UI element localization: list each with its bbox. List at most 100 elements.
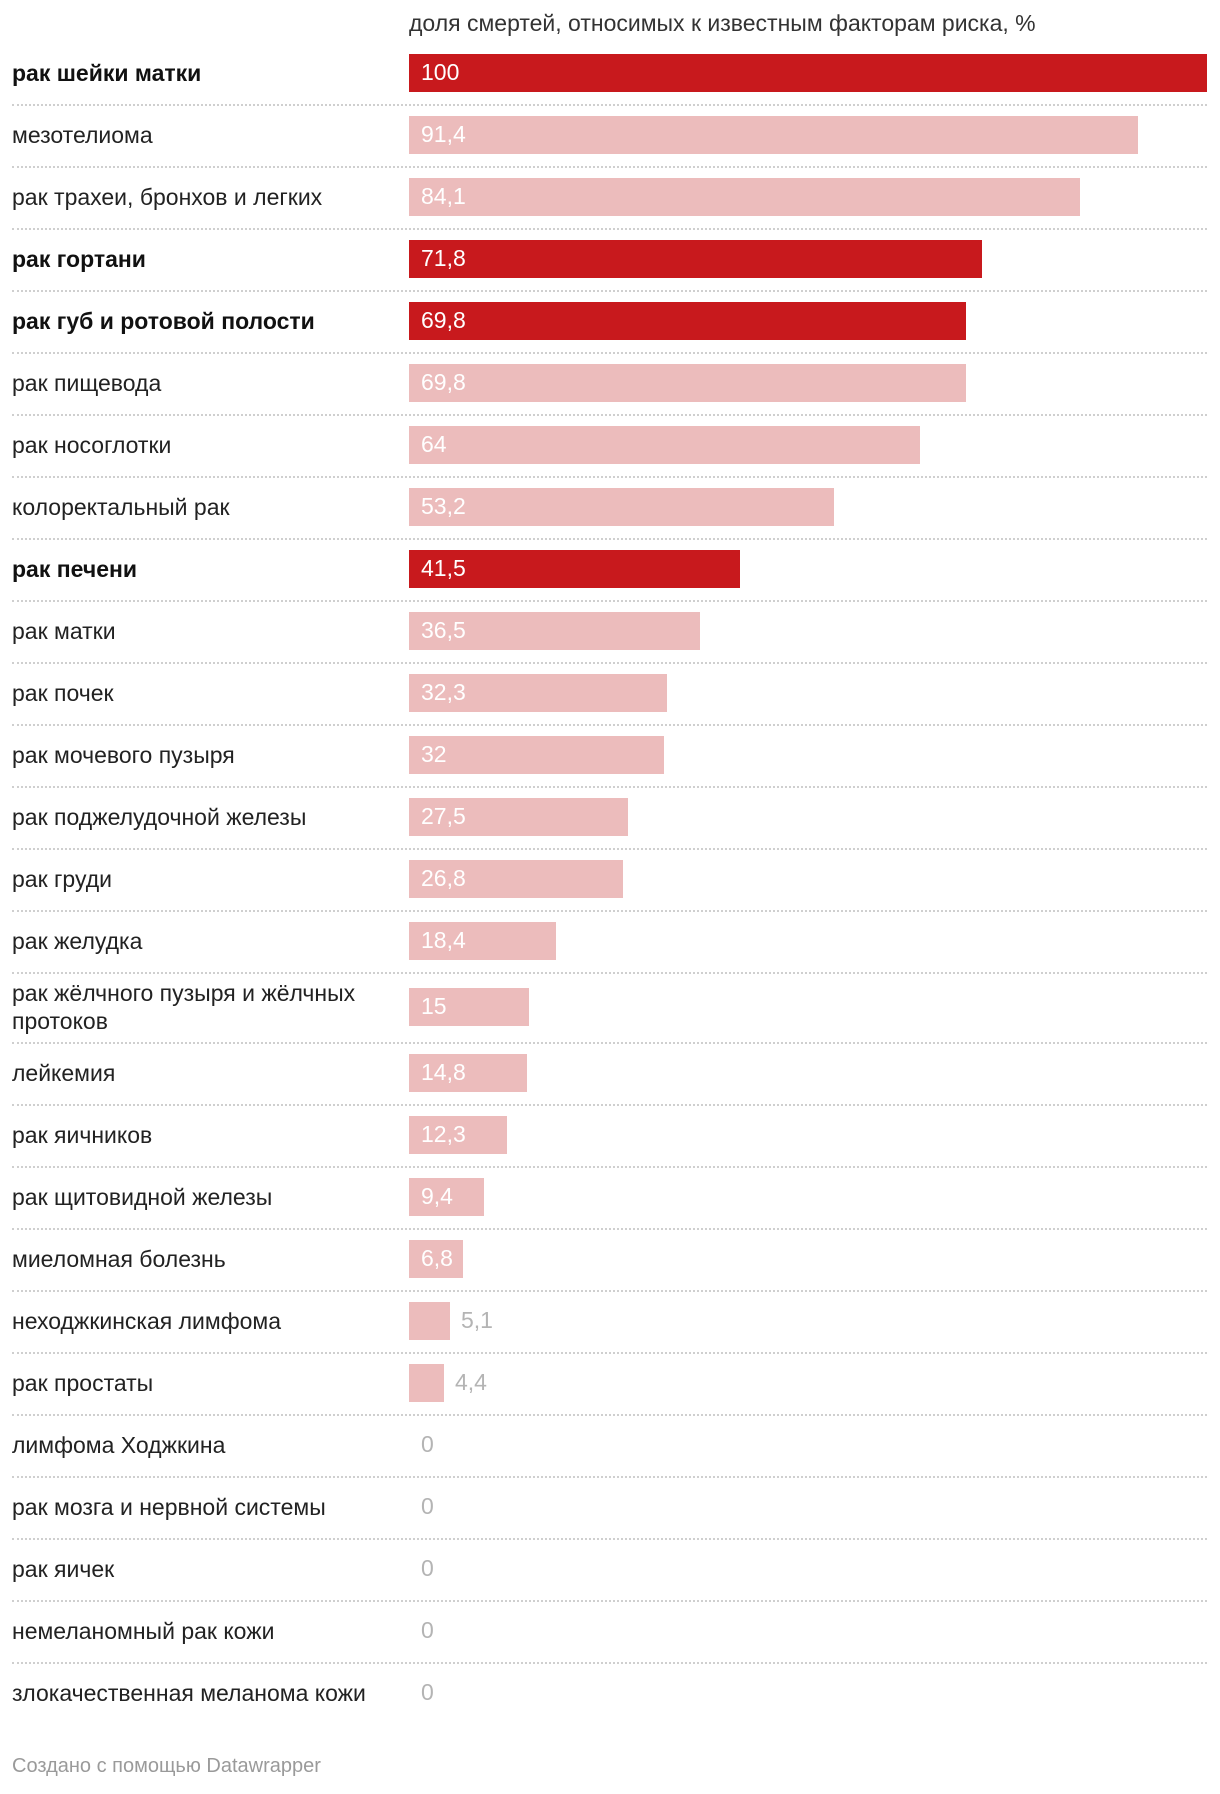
chart-row: рак пищевода 69,8 — [12, 358, 1207, 420]
row-separator — [12, 1414, 1207, 1416]
category-label: злокачественная меланома кожи — [12, 1680, 366, 1706]
bar — [409, 1364, 444, 1402]
value-label: 69,8 — [421, 369, 466, 395]
row-separator — [12, 972, 1207, 974]
category-label: рак пищевода — [12, 370, 162, 396]
bar — [409, 364, 966, 402]
value-label: 18,4 — [421, 927, 466, 953]
value-label: 53,2 — [421, 493, 466, 519]
bar — [409, 798, 628, 836]
row-separator — [12, 352, 1207, 354]
chart-row: рак мочевого пузыря 32 — [12, 730, 1207, 792]
value-label: 5,1 — [461, 1307, 493, 1333]
category-label: рак поджелудочной железы — [12, 804, 307, 830]
category-label: рак груди — [12, 866, 112, 892]
category-label: рак яичек — [12, 1556, 115, 1582]
chart-row: рак жёлчного пузыря и жёлчных протоков 15 — [12, 978, 1207, 1048]
row-separator — [12, 1538, 1207, 1540]
row-separator — [12, 786, 1207, 788]
row-separator — [12, 1228, 1207, 1230]
row-separator — [12, 1104, 1207, 1106]
chart-row: рак носоглотки 64 — [12, 420, 1207, 482]
bar — [409, 1116, 507, 1154]
value-label: 69,8 — [421, 307, 466, 333]
category-label: немеланомный рак кожи — [12, 1618, 275, 1644]
value-label: 0 — [421, 1431, 434, 1457]
row-separator — [12, 1600, 1207, 1602]
value-label: 36,5 — [421, 617, 466, 643]
row-separator — [12, 1290, 1207, 1292]
chart-row: мезотелиома 91,4 — [12, 110, 1207, 172]
chart-row: рак поджелудочной железы 27,5 — [12, 792, 1207, 854]
bar — [409, 1178, 484, 1216]
value-label: 6,8 — [421, 1245, 453, 1271]
bar — [409, 736, 664, 774]
bar — [409, 1302, 450, 1340]
row-separator — [12, 414, 1207, 416]
value-label: 100 — [421, 59, 460, 85]
category-label: рак печени — [12, 556, 138, 582]
chart-row: рак простаты 4,4 — [12, 1358, 1207, 1420]
category-label: неходжкинская лимфома — [12, 1308, 282, 1334]
value-label: 64 — [421, 431, 447, 457]
row-separator — [12, 662, 1207, 664]
row-separator — [12, 910, 1207, 912]
chart-row: немеланомный рак кожи 0 — [12, 1606, 1207, 1668]
category-label: лейкемия — [12, 1060, 116, 1086]
chart-row: рак матки 36,5 — [12, 606, 1207, 668]
chart-row: рак груди 26,8 — [12, 854, 1207, 916]
value-label: 9,4 — [421, 1183, 453, 1209]
bar — [409, 674, 667, 712]
value-label: 15 — [421, 993, 447, 1019]
bar — [409, 1240, 463, 1278]
value-label: 4,4 — [455, 1369, 487, 1395]
chart-row: рак желудка 18,4 — [12, 916, 1207, 978]
chart-row: рак шейки матки 100 — [12, 48, 1207, 110]
row-separator — [12, 166, 1207, 168]
bar — [409, 988, 529, 1026]
category-label: рак желудка — [12, 928, 143, 954]
category-label: рак шейки матки — [12, 60, 202, 86]
category-label: рак щитовидной железы — [12, 1184, 273, 1210]
value-label: 32,3 — [421, 679, 466, 705]
category-label: лимфома Ходжкина — [12, 1432, 226, 1458]
bar — [409, 116, 1138, 154]
category-label: рак мозга и нервной системы — [12, 1494, 326, 1520]
category-label: рак яичников — [12, 1122, 153, 1148]
category-label: мезотелиома — [12, 122, 153, 148]
bar — [409, 54, 1207, 92]
chart-row: колоректальный рак 53,2 — [12, 482, 1207, 544]
value-label: 12,3 — [421, 1121, 466, 1147]
row-separator — [12, 600, 1207, 602]
bar — [409, 922, 556, 960]
category-label: рак жёлчного пузыря и жёлчных протоков — [12, 980, 356, 1034]
value-label: 84,1 — [421, 183, 466, 209]
category-label: миеломная болезнь — [12, 1246, 226, 1272]
chart-row: злокачественная меланома кожи 0 — [12, 1668, 1207, 1730]
chart-row: рак губ и ротовой полости 69,8 — [12, 296, 1207, 358]
row-separator — [12, 1662, 1207, 1664]
value-label: 71,8 — [421, 245, 466, 271]
category-label: рак носоглотки — [12, 432, 172, 458]
row-separator — [12, 1166, 1207, 1168]
row-separator — [12, 1352, 1207, 1354]
category-label: рак губ и ротовой полости — [12, 308, 315, 334]
row-separator — [12, 538, 1207, 540]
chart-row: лейкемия 14,8 — [12, 1048, 1207, 1110]
chart-row: рак яичек 0 — [12, 1544, 1207, 1606]
chart-row: рак печени 41,5 — [12, 544, 1207, 606]
chart-row: рак почек 32,3 — [12, 668, 1207, 730]
row-separator — [12, 1042, 1207, 1044]
row-separator — [12, 848, 1207, 850]
bar — [409, 1054, 527, 1092]
bar — [409, 860, 623, 898]
value-label: 32 — [421, 741, 447, 767]
row-separator — [12, 104, 1207, 106]
bar — [409, 426, 920, 464]
credit-text[interactable]: Создано с помощью Datawrapper — [12, 1755, 321, 1777]
category-label: рак почек — [12, 680, 114, 706]
category-label: рак простаты — [12, 1370, 154, 1396]
row-separator — [12, 1476, 1207, 1478]
value-label: 27,5 — [421, 803, 466, 829]
